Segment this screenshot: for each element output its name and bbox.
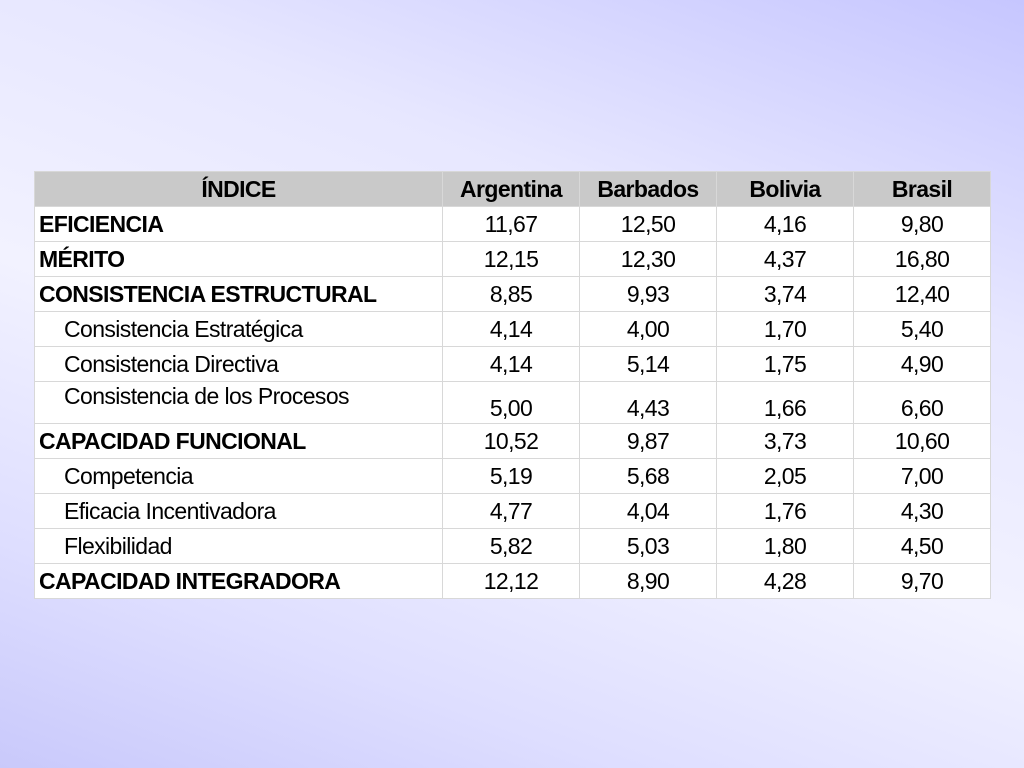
- row-label: Flexibilidad: [34, 528, 443, 564]
- header-barbados: Barbados: [579, 171, 717, 207]
- cell-barbados: 5,68: [579, 458, 717, 494]
- cell-bolivia: 1,76: [716, 493, 854, 529]
- row-label: Consistencia Estratégica: [34, 311, 443, 347]
- cell-brasil: 4,50: [853, 528, 991, 564]
- cell-barbados: 8,90: [579, 563, 717, 599]
- header-row: ÍNDICE Argentina Barbados Bolivia Brasil: [34, 171, 991, 207]
- row-label: Eficacia Incentivadora: [34, 493, 443, 529]
- header-bolivia: Bolivia: [716, 171, 854, 207]
- cell-bolivia: 1,80: [716, 528, 854, 564]
- row-label: CONSISTENCIA ESTRUCTURAL: [34, 276, 443, 312]
- cell-barbados: 12,30: [579, 241, 717, 277]
- header-indice: ÍNDICE: [34, 171, 443, 207]
- cell-barbados: 5,14: [579, 346, 717, 382]
- cell-brasil: 4,30: [853, 493, 991, 529]
- cell-brasil: 6,60: [853, 381, 991, 424]
- cell-bolivia: 4,28: [716, 563, 854, 599]
- cell-bolivia: 1,66: [716, 381, 854, 424]
- cell-bolivia: 1,70: [716, 311, 854, 347]
- table-body: EFICIENCIA 11,67 12,50 4,16 9,80 MÉRITO …: [34, 206, 991, 599]
- cell-barbados: 4,00: [579, 311, 717, 347]
- table-row: MÉRITO 12,15 12,30 4,37 16,80: [34, 241, 991, 277]
- cell-bolivia: 4,37: [716, 241, 854, 277]
- cell-bolivia: 3,74: [716, 276, 854, 312]
- table-row: Competencia 5,19 5,68 2,05 7,00: [34, 458, 991, 494]
- cell-brasil: 7,00: [853, 458, 991, 494]
- row-label: CAPACIDAD FUNCIONAL: [34, 423, 443, 459]
- cell-barbados: 9,87: [579, 423, 717, 459]
- cell-brasil: 10,60: [853, 423, 991, 459]
- cell-argentina: 4,14: [442, 311, 580, 347]
- table-row: Consistencia Directiva 4,14 5,14 1,75 4,…: [34, 346, 991, 382]
- table-row: Eficacia Incentivadora 4,77 4,04 1,76 4,…: [34, 493, 991, 529]
- cell-brasil: 9,70: [853, 563, 991, 599]
- cell-barbados: 9,93: [579, 276, 717, 312]
- table-row: CONSISTENCIA ESTRUCTURAL 8,85 9,93 3,74 …: [34, 276, 991, 312]
- cell-argentina: 8,85: [442, 276, 580, 312]
- cell-brasil: 16,80: [853, 241, 991, 277]
- cell-barbados: 5,03: [579, 528, 717, 564]
- row-label: CAPACIDAD INTEGRADORA: [34, 563, 443, 599]
- cell-argentina: 12,12: [442, 563, 580, 599]
- cell-bolivia: 3,73: [716, 423, 854, 459]
- row-label: EFICIENCIA: [34, 206, 443, 242]
- header-brasil: Brasil: [853, 171, 991, 207]
- cell-brasil: 9,80: [853, 206, 991, 242]
- table-header: ÍNDICE Argentina Barbados Bolivia Brasil: [34, 171, 991, 207]
- cell-argentina: 5,19: [442, 458, 580, 494]
- cell-argentina: 5,00: [442, 381, 580, 424]
- header-argentina: Argentina: [442, 171, 580, 207]
- cell-argentina: 5,82: [442, 528, 580, 564]
- row-label: Competencia: [34, 458, 443, 494]
- row-label: Consistencia de los Procesos: [34, 381, 443, 424]
- table-row: CAPACIDAD INTEGRADORA 12,12 8,90 4,28 9,…: [34, 563, 991, 599]
- cell-argentina: 4,14: [442, 346, 580, 382]
- cell-barbados: 4,43: [579, 381, 717, 424]
- cell-brasil: 12,40: [853, 276, 991, 312]
- cell-argentina: 10,52: [442, 423, 580, 459]
- table-row: Consistencia Estratégica 4,14 4,00 1,70 …: [34, 311, 991, 347]
- cell-bolivia: 2,05: [716, 458, 854, 494]
- row-label: MÉRITO: [34, 241, 443, 277]
- table-row: CAPACIDAD FUNCIONAL 10,52 9,87 3,73 10,6…: [34, 423, 991, 459]
- table-row: Consistencia de los Procesos 5,00 4,43 1…: [34, 381, 991, 424]
- table-row: Flexibilidad 5,82 5,03 1,80 4,50: [34, 528, 991, 564]
- index-table: ÍNDICE Argentina Barbados Bolivia Brasil…: [34, 171, 991, 599]
- cell-brasil: 4,90: [853, 346, 991, 382]
- cell-argentina: 11,67: [442, 206, 580, 242]
- table-row: EFICIENCIA 11,67 12,50 4,16 9,80: [34, 206, 991, 242]
- cell-barbados: 12,50: [579, 206, 717, 242]
- cell-bolivia: 4,16: [716, 206, 854, 242]
- cell-bolivia: 1,75: [716, 346, 854, 382]
- cell-argentina: 12,15: [442, 241, 580, 277]
- cell-barbados: 4,04: [579, 493, 717, 529]
- cell-argentina: 4,77: [442, 493, 580, 529]
- cell-brasil: 5,40: [853, 311, 991, 347]
- row-label: Consistencia Directiva: [34, 346, 443, 382]
